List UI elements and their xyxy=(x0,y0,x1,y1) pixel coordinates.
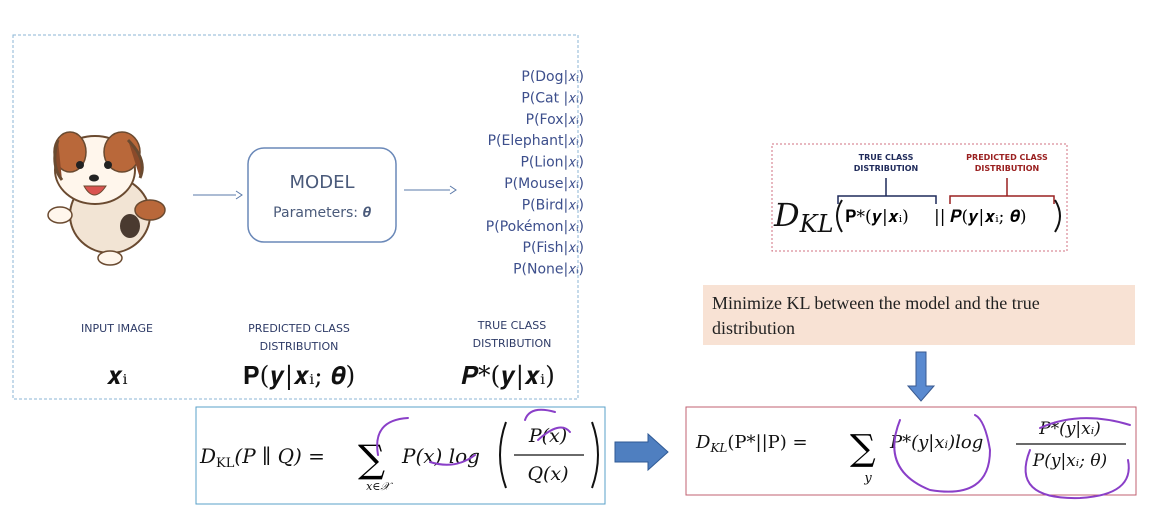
class-prob: P(Fish|𝑥ᵢ) xyxy=(523,240,584,256)
pen-mark xyxy=(1024,417,1131,500)
true-label: TRUE CLASS xyxy=(477,319,546,332)
note: distribution xyxy=(712,318,795,338)
class-prob: P(Pokémon|𝑥ᵢ) xyxy=(486,219,584,235)
sum: ∑ xyxy=(358,437,385,481)
down-arrow xyxy=(906,351,936,402)
true-label: DISTRIBUTION xyxy=(854,164,919,173)
sum-under: x∈𝒳 xyxy=(366,480,393,493)
kl-top-formula: DKL xyxy=(773,196,834,238)
denominator: P(y|xᵢ; θ) xyxy=(1032,451,1107,471)
denominator: Q(x) xyxy=(527,463,568,485)
numerator: P*(y|xᵢ) xyxy=(1038,419,1101,439)
pred-symbol: 𝐏(𝒚|𝒙ᵢ; 𝜽) xyxy=(243,361,356,391)
arrow-head xyxy=(449,185,457,195)
dog-image xyxy=(47,131,166,266)
class-prob: P(Dog|𝑥ᵢ) xyxy=(521,69,584,85)
left-panel xyxy=(12,34,579,400)
kl-right-formula: DKL(P*||P) = xyxy=(695,432,808,455)
class-prob: P(Fox|𝑥ᵢ) xyxy=(526,112,584,128)
true-label: DISTRIBUTION xyxy=(473,337,552,350)
pen-mark xyxy=(524,408,571,441)
class-prob: P(Bird|𝑥ᵢ) xyxy=(522,197,584,213)
arrow-head xyxy=(235,190,243,200)
pred-label: PREDICTED CLASS xyxy=(966,153,1048,162)
bracket xyxy=(949,178,1055,204)
pen-mark xyxy=(893,414,992,493)
class-prob: P(Cat |𝑥ᵢ) xyxy=(521,90,584,106)
formula-box xyxy=(685,406,1137,496)
pred-label: DISTRIBUTION xyxy=(260,340,339,353)
bracket xyxy=(837,178,937,204)
right-arrow xyxy=(614,432,669,472)
model-box xyxy=(247,147,397,243)
note: Minimize KL between the model and the tr… xyxy=(712,293,1040,313)
true-label: TRUE CLASS xyxy=(859,153,914,162)
sum: ∑ xyxy=(850,428,876,469)
numerator: P(x) xyxy=(528,425,567,447)
true-symbol: 𝑷*(𝒚|𝒙ᵢ) xyxy=(461,361,555,391)
class-prob: P(None|𝑥ᵢ) xyxy=(513,262,584,278)
kl-box xyxy=(771,143,1068,252)
pred-label: DISTRIBUTION xyxy=(975,164,1040,173)
class-prob: P(Lion|𝑥ᵢ) xyxy=(520,155,584,171)
pred-label: PREDICTED CLASS xyxy=(248,322,350,335)
note-box xyxy=(703,285,1135,345)
kl-formula: DKL(P ∥ Q) = xyxy=(199,444,325,471)
class-prob: P(Elephant|𝑥ᵢ) xyxy=(488,133,584,149)
sum-under: y xyxy=(863,471,872,486)
model-title: MODEL xyxy=(290,172,355,193)
paren xyxy=(499,421,599,489)
input-label: INPUT IMAGE xyxy=(81,322,153,335)
model-params: Parameters: 𝜽 xyxy=(273,205,371,221)
term: P*(y|xᵢ)log xyxy=(889,432,983,453)
kl-top-sep: || xyxy=(934,207,945,227)
pen-mark xyxy=(376,417,476,466)
paren xyxy=(836,199,1061,233)
formula-box xyxy=(195,406,606,505)
kl-top-right: 𝑷(𝒚|𝒙ᵢ; 𝜽) xyxy=(950,207,1027,227)
input-symbol: 𝒙ᵢ xyxy=(106,361,127,390)
kl-top-left: 𝐏*(𝒚|𝒙ᵢ) xyxy=(845,207,909,227)
class-prob: P(Mouse|𝑥ᵢ) xyxy=(504,176,584,192)
